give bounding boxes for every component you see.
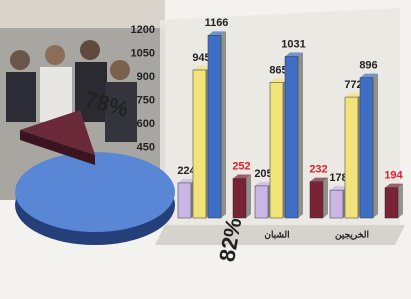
bar [255,186,268,218]
value-label: 1031 [281,38,305,50]
y-tick-label: 1200 [131,24,155,36]
photo-person [80,40,100,60]
y-tick-label: 450 [137,141,155,153]
x-tick-label: الشبان [264,229,289,239]
chart: 78% 82% 45060075090010501200224945116625… [0,0,411,299]
bar-side [246,175,251,218]
bar [285,56,298,218]
value-label: 232 [309,164,327,176]
photo-person [40,67,72,122]
x-tick-label: الخريجين [335,229,369,240]
bar [345,97,358,218]
value-label: 194 [384,170,403,182]
y-tick-label: 600 [137,118,155,130]
y-tick-label: 1050 [131,47,155,59]
photo-person [6,72,36,122]
bar-side [398,184,403,218]
bar [233,179,246,218]
bar [193,70,206,218]
value-label: 896 [359,60,377,72]
bar-side [298,52,303,218]
bar [270,82,283,218]
bar-side [221,31,226,218]
bar [178,183,191,218]
bar-side [323,178,328,218]
photo-person [110,60,130,80]
bar [330,190,343,218]
value-label: 1166 [205,17,229,29]
bar-side [373,74,378,218]
y-tick-label: 900 [137,71,155,83]
bar [385,188,398,218]
bar [310,182,323,218]
photo-person [10,50,30,70]
bar [208,35,221,218]
value-label: 252 [232,160,250,172]
y-tick-label: 750 [137,94,155,106]
bar [360,78,373,218]
photo-person [45,45,65,65]
